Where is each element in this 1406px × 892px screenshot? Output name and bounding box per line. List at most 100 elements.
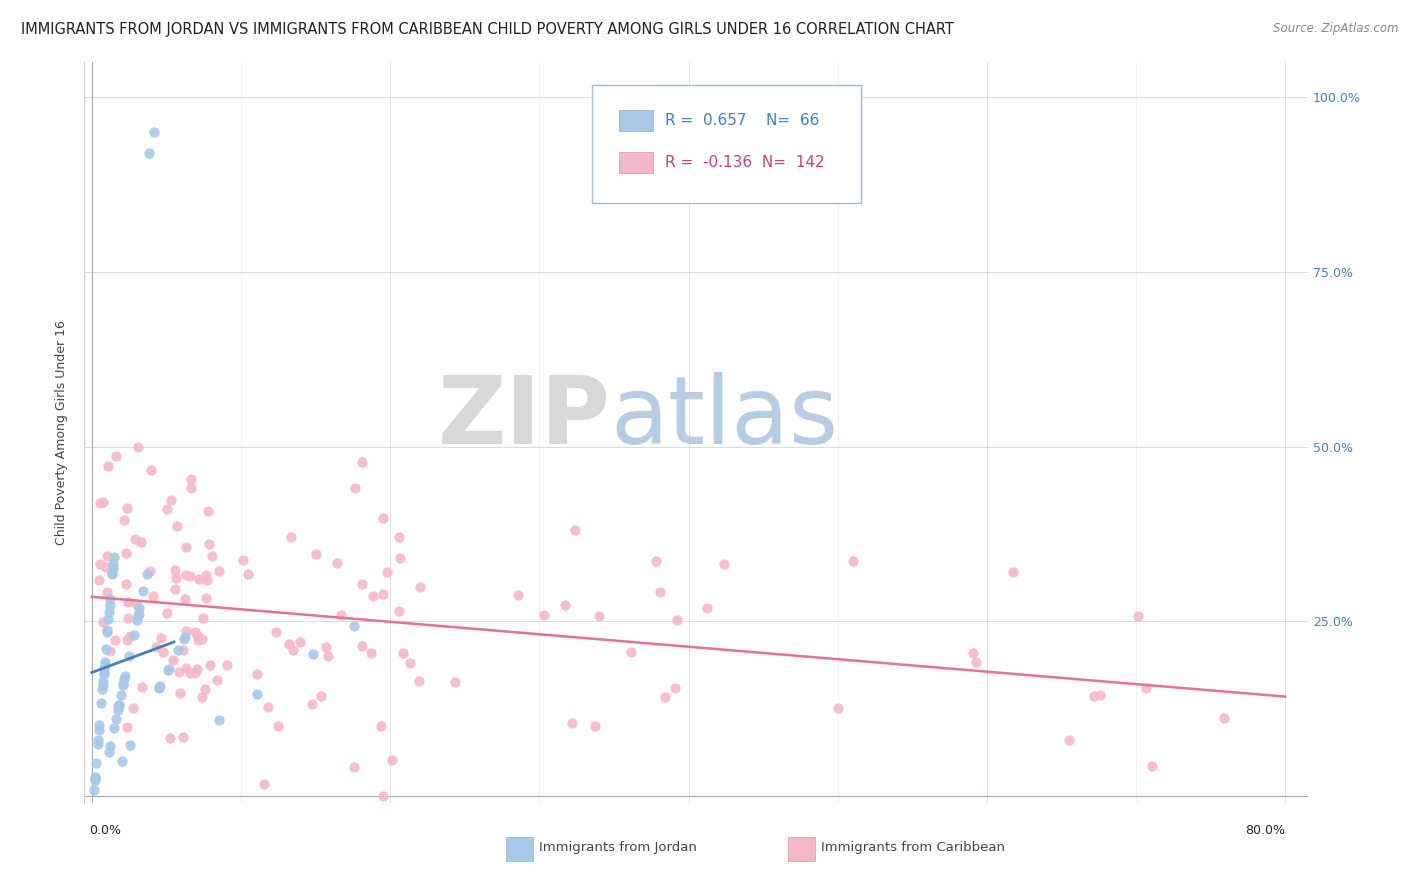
Point xyxy=(186,662,208,676)
Point xyxy=(91,678,114,692)
Point xyxy=(93,666,115,681)
Point xyxy=(388,604,411,618)
Text: R =  0.657    N=  66: R = 0.657 N= 66 xyxy=(665,112,820,128)
Point xyxy=(194,591,217,606)
Point xyxy=(107,702,129,716)
Point xyxy=(149,680,172,694)
Point xyxy=(713,558,735,572)
Point xyxy=(167,643,190,657)
Point xyxy=(198,536,221,550)
Point xyxy=(107,698,129,713)
Point xyxy=(91,674,114,689)
Point xyxy=(962,646,984,660)
Point xyxy=(180,482,202,496)
Point xyxy=(191,632,214,646)
Point xyxy=(360,647,382,661)
Point xyxy=(388,551,411,566)
Point xyxy=(208,714,231,728)
Point xyxy=(191,611,214,625)
Point xyxy=(166,518,188,533)
Point xyxy=(350,577,373,591)
Text: 0.0%: 0.0% xyxy=(89,823,121,837)
Point xyxy=(361,589,384,603)
Point xyxy=(112,513,135,527)
Point xyxy=(583,719,606,733)
Point xyxy=(350,639,373,653)
Text: R =  -0.136  N=  142: R = -0.136 N= 142 xyxy=(665,155,825,169)
Point xyxy=(159,731,181,746)
Point xyxy=(90,696,112,710)
Point xyxy=(246,667,269,681)
Text: ZIP: ZIP xyxy=(437,372,610,464)
Point xyxy=(91,495,114,509)
Point xyxy=(388,531,411,545)
Point xyxy=(145,640,167,654)
Point xyxy=(965,655,987,669)
Point xyxy=(191,690,214,705)
Point xyxy=(315,640,337,655)
Point xyxy=(841,554,863,568)
Point xyxy=(174,630,197,644)
Point xyxy=(115,720,138,734)
Point xyxy=(94,655,117,669)
Point xyxy=(162,653,184,667)
Point xyxy=(167,665,190,679)
Point xyxy=(380,753,402,767)
Point xyxy=(96,623,118,637)
Point xyxy=(143,125,166,139)
Point xyxy=(588,609,610,624)
Point xyxy=(94,642,117,657)
Point xyxy=(277,637,299,651)
Point xyxy=(93,666,115,681)
Point xyxy=(101,566,124,581)
Text: IMMIGRANTS FROM JORDAN VS IMMIGRANTS FROM CARIBBEAN CHILD POVERTY AMONG GIRLS UN: IMMIGRANTS FROM JORDAN VS IMMIGRANTS FRO… xyxy=(21,22,953,37)
Point xyxy=(561,715,583,730)
Point xyxy=(305,547,328,561)
Point xyxy=(564,524,586,538)
Point xyxy=(132,584,155,599)
Point xyxy=(232,553,254,567)
Point xyxy=(103,722,125,736)
Point xyxy=(533,608,555,623)
Point xyxy=(195,567,218,582)
Point xyxy=(280,530,302,544)
Point xyxy=(179,569,201,583)
Point xyxy=(93,661,115,675)
Point xyxy=(101,561,124,575)
Point xyxy=(111,754,134,768)
Point xyxy=(281,643,304,657)
Point xyxy=(101,566,124,581)
Point xyxy=(117,610,139,624)
Point xyxy=(408,673,430,688)
Point xyxy=(205,673,228,687)
Point xyxy=(149,631,172,645)
Point xyxy=(184,665,207,680)
Point xyxy=(169,686,191,700)
Point xyxy=(138,146,160,161)
Point xyxy=(103,549,125,564)
FancyBboxPatch shape xyxy=(592,85,860,203)
Point xyxy=(1090,689,1112,703)
FancyBboxPatch shape xyxy=(619,110,654,130)
Point xyxy=(98,606,121,620)
Point xyxy=(648,585,671,599)
Point xyxy=(664,681,686,695)
Point xyxy=(208,565,231,579)
Point xyxy=(157,662,180,676)
Point xyxy=(370,719,392,733)
Point xyxy=(302,648,325,662)
Point xyxy=(148,681,170,696)
Point xyxy=(1126,609,1149,624)
Point xyxy=(101,557,124,571)
Text: Immigrants from Jordan: Immigrants from Jordan xyxy=(540,841,697,854)
Point xyxy=(110,688,132,702)
Point xyxy=(399,657,422,671)
Point xyxy=(128,601,150,615)
Point xyxy=(267,719,290,733)
Point xyxy=(118,738,141,752)
Point xyxy=(187,632,209,647)
Point xyxy=(98,592,121,607)
Point xyxy=(148,680,170,694)
Point xyxy=(1212,711,1234,725)
Point xyxy=(371,511,394,525)
